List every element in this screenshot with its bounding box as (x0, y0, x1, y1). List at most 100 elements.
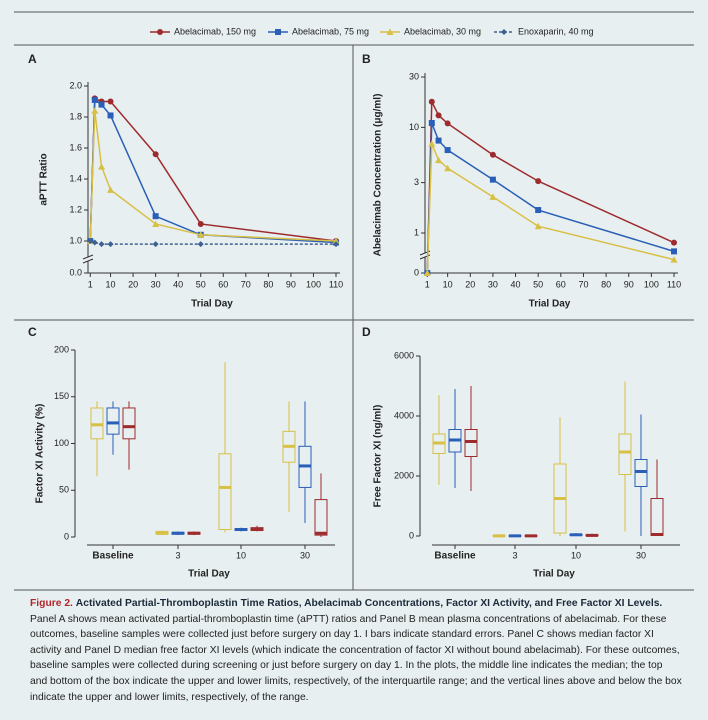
y-tick-label: 4000 (394, 410, 414, 420)
legend-label: Abelacimab, 75 mg (292, 26, 369, 36)
marker (91, 107, 99, 114)
marker (197, 231, 205, 238)
y-tick-label: 1 (414, 227, 419, 237)
marker (152, 241, 159, 248)
x-tick-label: 3 (175, 550, 180, 560)
marker (444, 147, 451, 154)
axis-break (83, 257, 93, 261)
y-tick-label: 1.6 (69, 142, 82, 152)
marker (197, 220, 204, 227)
y-tick-label: 100 (54, 438, 69, 448)
legend-label: Abelacimab, 30 mg (404, 26, 481, 36)
marker (535, 207, 542, 214)
x-tick-label: Baseline (434, 551, 476, 562)
marker (428, 98, 435, 105)
box (650, 498, 664, 536)
box (314, 499, 328, 536)
marker (428, 120, 435, 127)
marker (98, 101, 105, 108)
series-line (426, 143, 675, 274)
box (122, 407, 136, 440)
marker (197, 241, 204, 248)
marker (444, 120, 451, 127)
x-tick-label: 30 (151, 279, 161, 289)
y-tick-label: 0 (409, 530, 414, 540)
x-tick-label: 80 (263, 279, 273, 289)
marker (91, 239, 98, 246)
marker (98, 163, 106, 170)
marker (444, 164, 452, 172)
legend-label: Abelacimab, 150 mg (174, 26, 256, 36)
marker (671, 248, 677, 255)
marker (534, 222, 542, 230)
marker (489, 176, 496, 183)
marker (107, 186, 115, 193)
marker (91, 96, 98, 103)
marker (332, 237, 340, 244)
series-line (426, 101, 675, 274)
y-tick-label: 50 (59, 485, 69, 495)
y-tick-label: 3 (414, 177, 419, 187)
figure-title: Activated Partial-Thromboplastin Time Ra… (75, 598, 663, 609)
y-tick-label: 2.0 (69, 80, 82, 90)
marker (671, 239, 677, 246)
x-tick-label: 30 (488, 279, 498, 289)
y-tick-label: 2000 (394, 470, 414, 480)
y-tick-label: 6000 (394, 350, 414, 360)
x-tick-label: 70 (241, 279, 251, 289)
marker (435, 112, 442, 119)
x-tick-label: 30 (636, 550, 646, 560)
marker (152, 213, 159, 220)
marker (535, 178, 542, 185)
marker (87, 238, 94, 244)
x-tick-label: 100 (644, 279, 659, 289)
panel-label: B (362, 52, 371, 66)
panel-label: C (28, 325, 37, 339)
x-tick-label: 70 (578, 279, 588, 289)
marker (152, 151, 159, 158)
caption-text: Panel A shows mean activated partial-thr… (30, 613, 682, 703)
y-tick-label: 10 (409, 122, 419, 132)
series-line (89, 97, 337, 242)
x-tick-label: 10 (106, 279, 116, 289)
marker (435, 137, 442, 144)
x-tick-label: 10 (443, 279, 453, 289)
x-tick-label: 1 (88, 279, 93, 289)
x-tick-label: 10 (571, 550, 581, 560)
legend-marker (386, 28, 394, 35)
x-tick-label: 40 (511, 279, 521, 289)
x-tick-label: 3 (512, 550, 517, 560)
y-tick-label: 1.2 (69, 204, 82, 214)
x-tick-label: 30 (300, 550, 310, 560)
x-tick-label: 50 (196, 279, 206, 289)
marker (98, 241, 105, 248)
x-tick-label: 110 (667, 279, 681, 289)
y-axis-title: Abelacimab Concentration (μg/ml) (373, 94, 384, 257)
box (106, 407, 120, 435)
axis-break (420, 253, 430, 257)
x-tick-label: 1 (425, 279, 430, 289)
figure-label: Figure 2. (30, 598, 73, 609)
marker (107, 98, 114, 105)
marker (435, 156, 443, 164)
marker (670, 256, 678, 263)
x-tick-label: Baseline (92, 551, 134, 562)
x-tick-label: 40 (173, 279, 183, 289)
y-tick-label: 200 (54, 344, 69, 354)
marker (489, 193, 497, 200)
marker (107, 241, 114, 248)
y-tick-label: 150 (54, 391, 69, 401)
legend-label: Enoxaparin, 40 mg (518, 26, 594, 36)
y-tick-label: 0.0 (69, 267, 82, 277)
x-tick-label: 50 (533, 279, 543, 289)
x-axis-title: Trial Day (533, 569, 575, 580)
x-tick-label: 10 (236, 550, 246, 560)
x-tick-label: 20 (128, 279, 138, 289)
marker (107, 112, 114, 119)
x-tick-label: 90 (286, 279, 296, 289)
x-tick-label: 100 (306, 279, 321, 289)
y-tick-label: 1.8 (69, 111, 82, 121)
x-tick-label: 110 (329, 279, 343, 289)
x-axis-title: Trial Day (529, 299, 571, 310)
